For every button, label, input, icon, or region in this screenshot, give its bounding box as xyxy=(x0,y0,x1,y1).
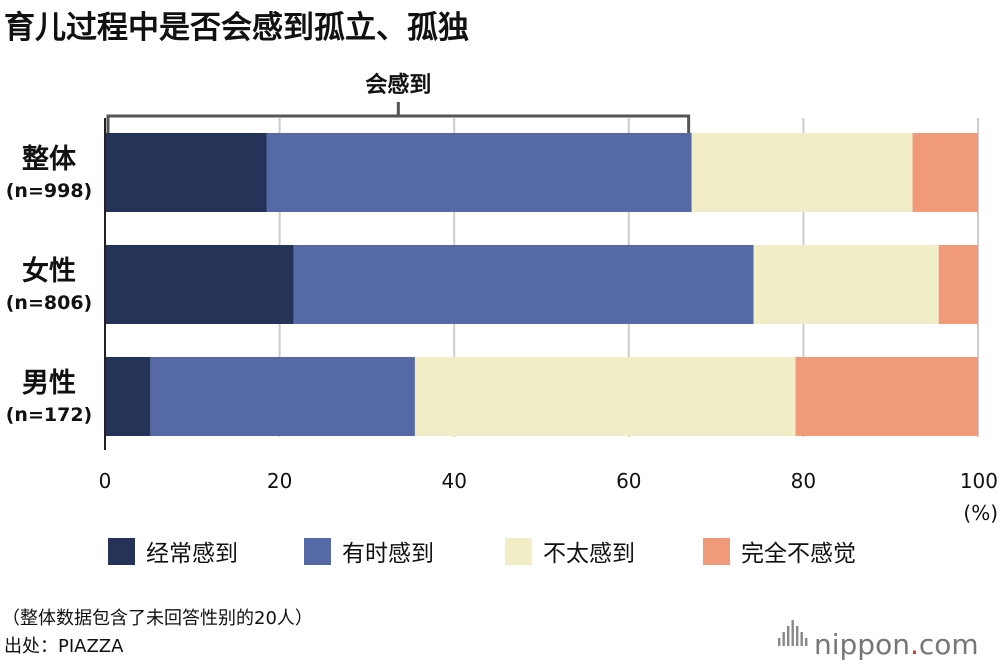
svg-text:nippon.com: nippon.com xyxy=(814,628,979,661)
brand-bar xyxy=(778,638,781,646)
bracket-label: 会感到 xyxy=(365,72,431,98)
bars xyxy=(105,133,978,436)
brand-bar xyxy=(800,632,803,646)
brand-bar xyxy=(796,626,799,646)
bar-segment xyxy=(105,245,294,324)
tick-label: 60 xyxy=(616,469,641,493)
bar-segment xyxy=(414,357,796,436)
legend-label: 经常感到 xyxy=(146,541,238,567)
tick-label: 100 xyxy=(960,469,998,493)
bar-segment xyxy=(105,357,151,436)
bar-segment xyxy=(938,245,978,324)
bracket-line xyxy=(106,102,691,133)
brand-bar xyxy=(791,620,794,646)
chart-title: 育儿过程中是否会感到孤立、孤独 xyxy=(4,10,469,46)
legend-swatch xyxy=(108,538,135,565)
legend: 经常感到 有时感到 不太感到 完全不感觉 xyxy=(108,538,856,567)
brand-logo: nippon.com xyxy=(778,620,979,661)
category-sublabel: (n=998) xyxy=(6,180,92,202)
note-text: （整体数据包含了未回答性别的20人） xyxy=(2,608,313,629)
brand-bar xyxy=(805,638,808,646)
legend-label: 完全不感觉 xyxy=(741,541,856,567)
legend-label: 不太感到 xyxy=(543,541,635,567)
tick-label: 20 xyxy=(267,469,292,493)
bar-segment xyxy=(293,245,754,324)
tick-label: 0 xyxy=(99,469,112,493)
brand-bar xyxy=(782,632,785,646)
legend-swatch xyxy=(505,538,532,565)
brand-tld: com xyxy=(919,628,979,661)
category-sublabel: (n=172) xyxy=(6,404,92,426)
bar-segment xyxy=(150,357,415,436)
bar-segment xyxy=(105,133,267,212)
category-label: 女性 xyxy=(22,255,76,287)
brand-dot: . xyxy=(910,628,919,661)
brand-mark-icon xyxy=(778,620,808,646)
source-text: 出处：PIAZZA xyxy=(4,636,124,657)
bar-segment xyxy=(753,245,939,324)
category-labels: 整体 (n=998) 女性 (n=806) 男性 (n=172) xyxy=(6,144,92,426)
tick-label: 40 xyxy=(441,469,466,493)
x-axis-ticks: 0 20 40 60 80 100 xyxy=(99,469,998,493)
category-label: 男性 xyxy=(22,368,76,399)
x-axis-unit: (%) xyxy=(963,501,998,525)
tick-label: 80 xyxy=(791,469,816,493)
category-sublabel: (n=806) xyxy=(6,292,92,314)
bracket: 会感到 xyxy=(106,72,691,133)
bar-segment xyxy=(266,133,692,212)
category-label: 整体 xyxy=(22,144,77,175)
legend-label: 有时感到 xyxy=(342,541,434,567)
legend-swatch xyxy=(703,538,730,565)
bar-segment xyxy=(795,357,978,436)
brand-name: nippon xyxy=(814,628,910,661)
legend-swatch xyxy=(304,538,331,565)
bar-segment xyxy=(912,133,978,212)
bar-segment xyxy=(691,133,913,212)
brand-bar xyxy=(787,626,790,646)
